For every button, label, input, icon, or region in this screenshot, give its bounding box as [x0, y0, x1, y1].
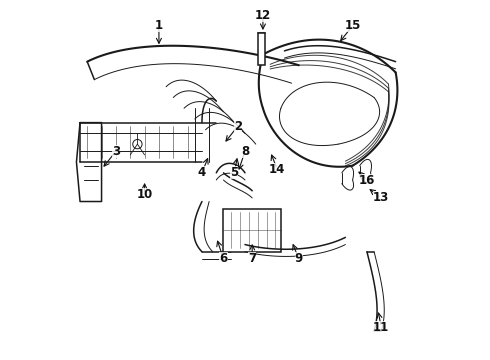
Text: 16: 16: [359, 174, 375, 186]
Text: 2: 2: [234, 120, 242, 133]
Text: 11: 11: [373, 320, 390, 333]
Text: 10: 10: [136, 188, 153, 201]
Text: 8: 8: [241, 145, 249, 158]
Text: 12: 12: [255, 9, 271, 22]
Text: 4: 4: [198, 166, 206, 179]
Text: 6: 6: [220, 252, 228, 265]
Text: 13: 13: [373, 192, 390, 204]
Text: 1: 1: [155, 19, 163, 32]
Text: 7: 7: [248, 252, 256, 265]
Text: 3: 3: [112, 145, 120, 158]
Bar: [223, 209, 281, 252]
Bar: [258, 33, 266, 65]
Text: 5: 5: [230, 166, 238, 179]
Text: 15: 15: [344, 19, 361, 32]
Text: 14: 14: [269, 163, 286, 176]
Text: 9: 9: [294, 252, 303, 265]
